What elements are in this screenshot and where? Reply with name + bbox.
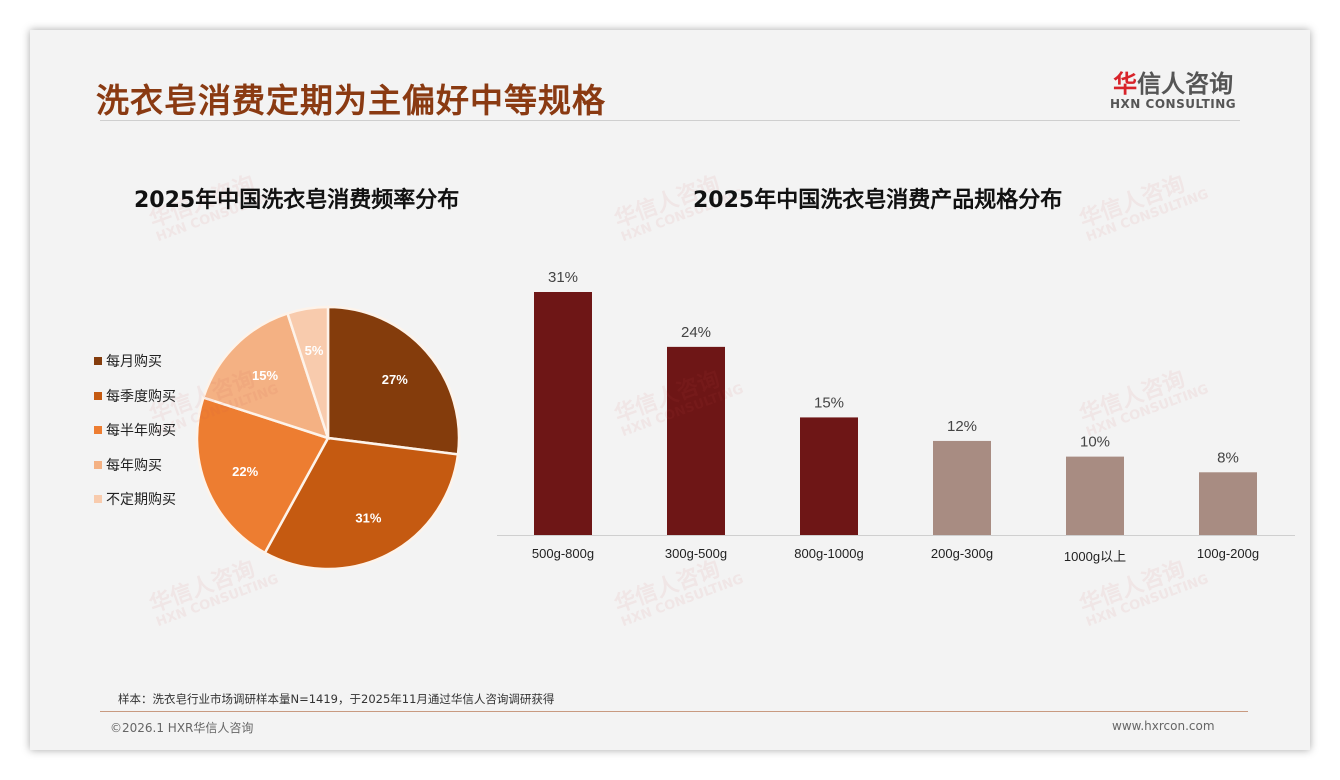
bar-data-label: 12% (947, 418, 977, 435)
x-tick-label: 800g-1000g (794, 546, 863, 561)
watermark: 华信人咨询 HXN CONSULTING (611, 364, 747, 442)
website-url: www.hxrcon.com (1112, 719, 1215, 733)
bar-data-label: 8% (1217, 449, 1239, 466)
bar (800, 417, 858, 535)
title-divider (100, 120, 1240, 121)
bar-data-label: 15% (814, 394, 844, 411)
logo-text: 信人咨询 (1137, 70, 1234, 98)
pie-legend: 每月购买每季度购买每半年购买每年购买不定期购买 (94, 344, 176, 517)
pie-data-label: 31% (355, 510, 381, 525)
legend-label: 每年购买 (106, 457, 162, 474)
x-tick-label: 100g-200g (1197, 546, 1259, 561)
legend-item: 不定期购买 (94, 482, 176, 517)
x-tick-label: 500g-800g (532, 546, 594, 561)
legend-swatch (94, 357, 102, 366)
legend-item: 每半年购买 (94, 413, 176, 448)
watermark: 华信人咨询 HXN CONSULTING (1076, 554, 1212, 632)
legend-item: 每月购买 (94, 344, 176, 379)
footer-divider (100, 711, 1248, 712)
pie-data-label: 27% (382, 372, 408, 387)
legend-label: 不定期购买 (106, 492, 176, 509)
legend-swatch (94, 391, 102, 400)
bar-data-label: 31% (548, 269, 578, 286)
legend-swatch (94, 495, 102, 504)
bar (1066, 456, 1124, 535)
legend-item: 每季度购买 (94, 379, 176, 414)
pie-data-label: 22% (232, 464, 258, 479)
copyright: ©2026.1 HXR华信人咨询 (110, 721, 254, 735)
logo-en: HXN CONSULTING (1110, 97, 1237, 111)
legend-label: 每季度购买 (106, 388, 176, 405)
pie-slice (326, 305, 461, 456)
legend-swatch (94, 460, 102, 469)
pie-slice (285, 305, 330, 439)
page-title: 洗衣皂消费定期为主偏好中等规格 (96, 81, 606, 120)
legend-label: 每半年购买 (106, 423, 176, 440)
logo-highlight: 华 (1113, 70, 1138, 98)
watermark: 华信人咨询 HXN CONSULTING (146, 554, 282, 632)
logo: 华信人咨询 HXN CONSULTING (1110, 64, 1236, 111)
slide: 27% 31% 22% 15% 5% 31% 500g-800g 24% 300g-500g 15… (30, 30, 1310, 750)
x-tick-label: 1000g以上 (1064, 549, 1126, 564)
bar (1199, 472, 1257, 535)
sample-note: 样本：洗衣皂行业市场调研样本量N=1419，于2025年11月通过华信人咨询调研… (118, 692, 555, 706)
pie-title: 2025年中国洗衣皂消费频率分布 (134, 188, 460, 213)
legend-label: 每月购买 (106, 354, 162, 371)
watermark: 华信人咨询 HXN CONSULTING (1076, 364, 1212, 442)
legend-swatch (94, 426, 102, 435)
bar-data-label: 24% (681, 324, 711, 341)
x-tick-label: 200g-300g (931, 546, 993, 561)
pie-data-label: 5% (305, 343, 324, 358)
watermark: 华信人咨询 HXN CONSULTING (611, 554, 747, 632)
pie-slice (263, 436, 460, 571)
legend-item: 每年购买 (94, 448, 176, 483)
watermark: 华信人咨询 HXN CONSULTING (1076, 169, 1212, 247)
bar (933, 440, 991, 535)
bar (534, 292, 592, 535)
bar-title: 2025年中国洗衣皂消费产品规格分布 (693, 188, 1063, 213)
